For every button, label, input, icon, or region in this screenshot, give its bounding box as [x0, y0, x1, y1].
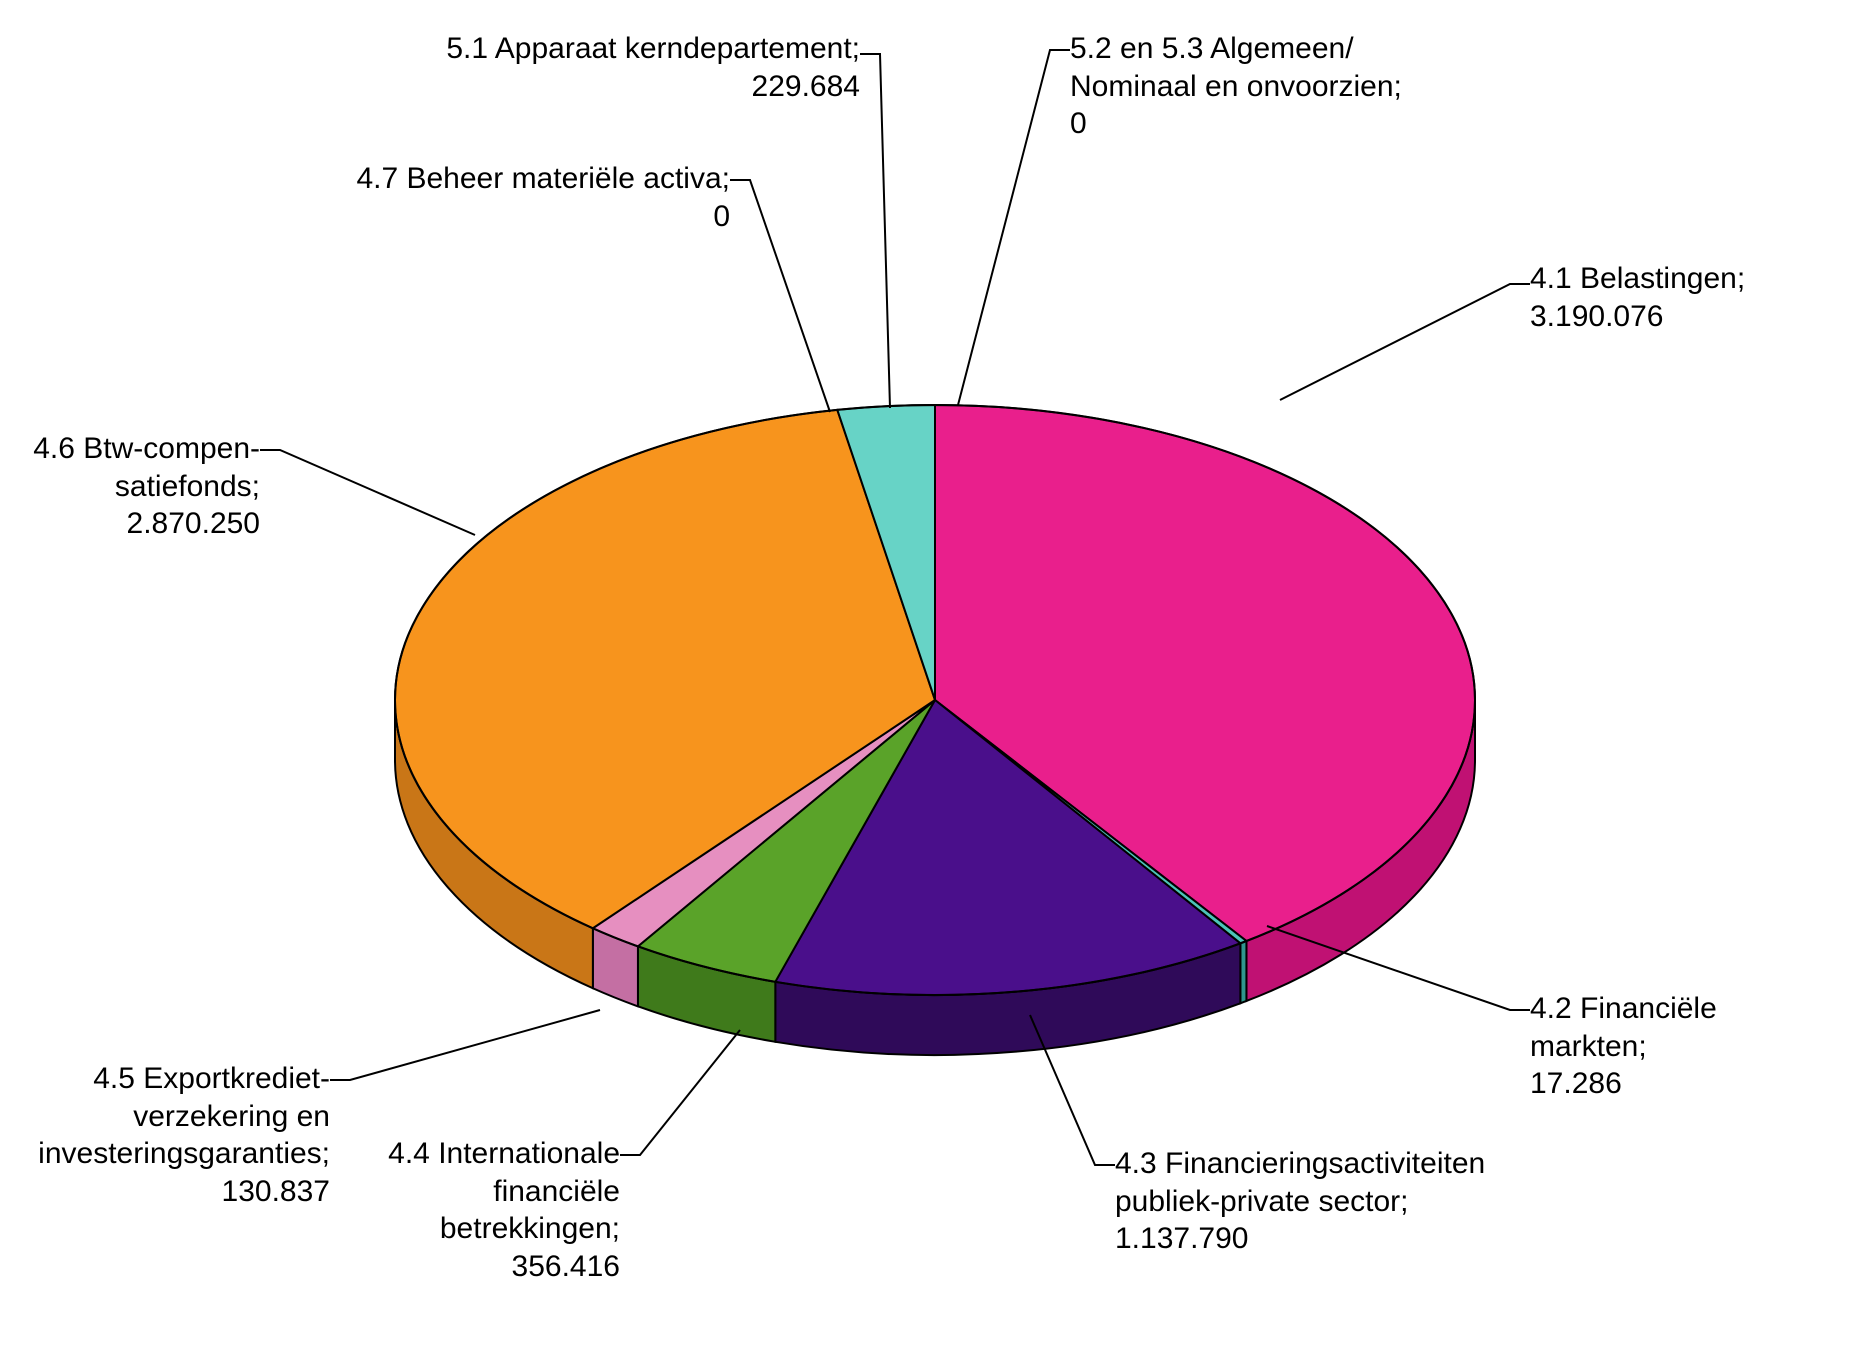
pie-chart-figure: 4.1 Belastingen; 3.190.076 4.2 Financiële… [0, 0, 1871, 1350]
s43-label-line: 4.3 Financieringsactiviteiten [1115, 1147, 1485, 1180]
s44-leader [620, 1030, 740, 1155]
s43-label-line: publiek-private sector; [1115, 1185, 1408, 1218]
s47-leader [730, 180, 830, 412]
s44-label: 4.4 Internationale financiële betrekking… [388, 1135, 620, 1285]
s52-label: 5.2 en 5.3 Algemeen/ Nominaal en onvoorz… [1070, 30, 1402, 143]
s46-label-line: satiefonds; [115, 470, 260, 503]
s42-label-line: 17.286 [1530, 1067, 1622, 1100]
s45-label: 4.5 Exportkrediet- verzekering en invest… [38, 1060, 330, 1210]
s52-label-line: Nominaal en onvoorzien; [1070, 70, 1402, 103]
s41-label-line: 3.190.076 [1530, 300, 1663, 333]
s42-label-line: 4.2 Financiële [1530, 992, 1717, 1025]
s41-label: 4.1 Belastingen; 3.190.076 [1530, 260, 1745, 335]
s41-leader [1280, 284, 1530, 400]
s44-label-line: 4.4 Internationale [388, 1137, 620, 1170]
s51-label-line: 229.684 [752, 70, 860, 103]
s52-leader [958, 50, 1070, 405]
s46-leader [260, 450, 475, 535]
pie-top-faces [395, 405, 1475, 995]
s47-label: 4.7 Beheer materiële activa; 0 [356, 160, 730, 235]
s51-label-line: 5.1 Apparaat kerndepartement; [446, 32, 860, 65]
s43-label-line: 1.137.790 [1115, 1222, 1248, 1255]
s46-label-line: 2.870.250 [127, 507, 260, 540]
s42-label: 4.2 Financiële markten; 17.286 [1530, 990, 1717, 1103]
s45-label-line: investeringsgaranties; [38, 1137, 330, 1170]
s44-label-line: 356.416 [512, 1250, 620, 1283]
s45-label-line: 4.5 Exportkrediet- [93, 1062, 330, 1095]
s45-label-line: verzekering en [133, 1100, 330, 1133]
s44-label-line: betrekkingen; [440, 1212, 620, 1245]
s51-label: 5.1 Apparaat kerndepartement; 229.684 [446, 30, 860, 105]
s47-label-line: 4.7 Beheer materiële activa; [356, 162, 730, 195]
s52-label-line: 0 [1070, 107, 1087, 140]
s52-label-line: 5.2 en 5.3 Algemeen/ [1070, 32, 1354, 65]
s43-label: 4.3 Financieringsactiviteiten publiek-pr… [1115, 1145, 1485, 1258]
s45-label-line: 130.837 [222, 1175, 330, 1208]
s44-label-line: financiële [493, 1175, 620, 1208]
s47-label-line: 0 [713, 200, 730, 233]
s46-label: 4.6 Btw-compen- satiefonds; 2.870.250 [33, 430, 260, 543]
s45-leader [330, 1010, 600, 1080]
s46-label-line: 4.6 Btw-compen- [33, 432, 260, 465]
s41-label-line: 4.1 Belastingen; [1530, 262, 1745, 295]
s51-leader [860, 54, 890, 408]
s42-label-line: markten; [1530, 1030, 1647, 1063]
